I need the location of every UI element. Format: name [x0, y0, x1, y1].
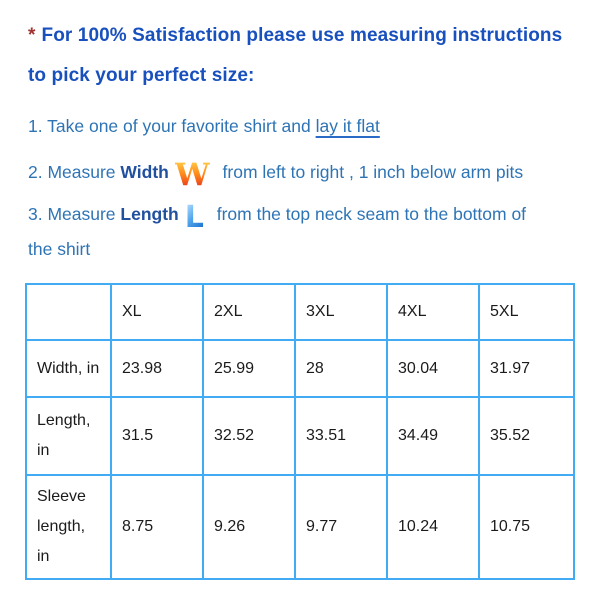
- sleeve-length-row: Sleeve length, in 8.75 9.26 9.77 10.24 1…: [25, 474, 575, 580]
- length-value-3xl: 33.51: [294, 396, 388, 476]
- size-chart-corner-cell: [25, 283, 112, 341]
- length-row: Length, in 31.5 32.52 33.51 34.49 35.52: [25, 396, 575, 476]
- width-value-4xl: 30.04: [386, 339, 480, 398]
- step1-text: 1. Take one of your favorite shirt and: [28, 116, 316, 136]
- step2-prefix: 2. Measure: [28, 162, 121, 182]
- length-value-2xl: 32.52: [202, 396, 296, 476]
- size-chart-header-row: XL 2XL 3XL 4XL 5XL: [25, 283, 575, 341]
- size-col-header-4xl: 4XL: [386, 283, 480, 341]
- length-value-5xl: 35.52: [478, 396, 575, 476]
- width-value-3xl: 28: [294, 339, 388, 398]
- step3-prefix: 3. Measure: [28, 204, 121, 224]
- instruction-step-1: 1. Take one of your favorite shirt and l…: [28, 113, 580, 139]
- width-value-5xl: 31.97: [478, 339, 575, 398]
- satisfaction-heading-line1: * For 100% Satisfaction please use measur…: [28, 16, 580, 56]
- length-l-icon: L: [184, 200, 204, 235]
- satisfaction-heading: * For 100% Satisfaction please use measur…: [28, 16, 580, 96]
- length-row-label: Length, in: [25, 396, 112, 476]
- step2-keyword-width: Width: [120, 162, 169, 182]
- width-w-icon: W: [174, 157, 210, 193]
- step3-suffix-line1: from the top neck seam to the bottom of: [211, 204, 527, 224]
- width-row: Width, in 23.98 25.99 28 30.04 31.97: [25, 339, 575, 398]
- width-value-xl: 23.98: [110, 339, 204, 398]
- heading-text-line1: For 100% Satisfaction please use measuri…: [41, 25, 563, 46]
- asterisk-marker: *: [28, 25, 36, 46]
- step3-suffix-line2: the shirt: [28, 239, 91, 259]
- size-col-header-2xl: 2XL: [202, 283, 296, 341]
- instruction-step-3: 3. Measure Length L from the top neck sea…: [28, 198, 580, 265]
- size-col-header-5xl: 5XL: [478, 283, 575, 341]
- instruction-step-2: 2. Measure Width W from left to right , 1…: [28, 152, 580, 192]
- sleeve-value-xl: 8.75: [110, 474, 204, 580]
- sleeve-value-4xl: 10.24: [386, 474, 480, 580]
- length-value-xl: 31.5: [110, 396, 204, 476]
- width-value-2xl: 25.99: [202, 339, 296, 398]
- satisfaction-heading-line2: to pick your perfect size:: [28, 56, 580, 96]
- size-col-header-3xl: 3XL: [294, 283, 388, 341]
- size-col-header-xl: XL: [110, 283, 204, 341]
- step2-suffix: from left to right , 1 inch below arm pi…: [217, 162, 524, 182]
- size-chart-table: XL 2XL 3XL 4XL 5XL Width, in 23.98 25.99…: [25, 283, 575, 580]
- sleeve-row-label: Sleeve length, in: [25, 474, 112, 580]
- sleeve-value-3xl: 9.77: [294, 474, 388, 580]
- heading-text-line2: to pick your perfect size:: [28, 65, 255, 86]
- step1-lay-it-flat-underlined: lay it flat: [315, 116, 380, 136]
- sleeve-value-5xl: 10.75: [478, 474, 575, 580]
- product-description: * For 100% Satisfaction please use measur…: [25, 16, 580, 580]
- sleeve-value-2xl: 9.26: [202, 474, 296, 580]
- step3-keyword-length: Length: [120, 204, 179, 224]
- width-row-label: Width, in: [25, 339, 112, 398]
- length-value-4xl: 34.49: [386, 396, 480, 476]
